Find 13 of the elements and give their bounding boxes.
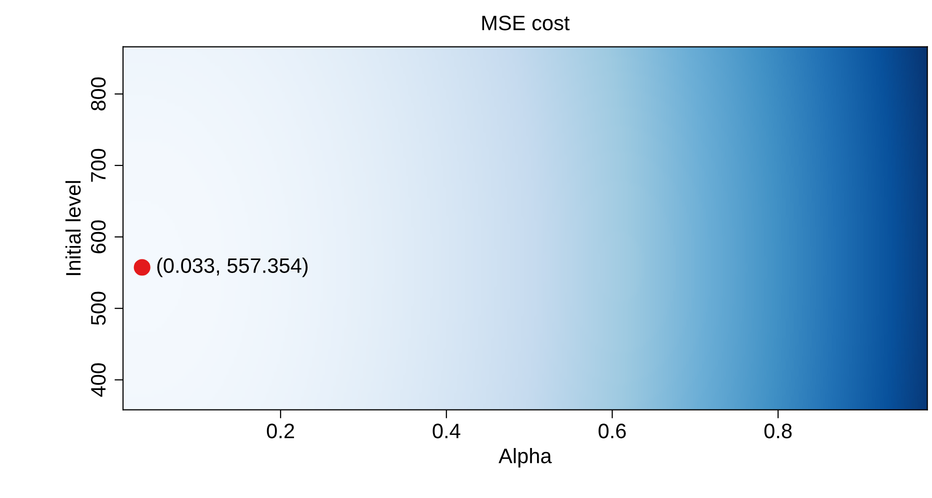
y-tick-label: 600 [90, 220, 106, 254]
y-tick-label: 700 [90, 148, 106, 182]
x-tick-label: 0.2 [266, 424, 294, 438]
y-axis-title: Initial level [65, 181, 81, 276]
chart-title: MSE cost [482, 16, 570, 30]
y-tick-label: 400 [90, 363, 106, 397]
y-tick-label: 800 [90, 77, 106, 110]
annotation: (0.033, 557.354) [157, 258, 308, 278]
x-axis-title: Alpha [498, 448, 552, 468]
x-tick-label: 0.6 [598, 424, 626, 438]
y-tick-label: 500 [90, 292, 106, 325]
x-tick-label: 0.4 [432, 424, 460, 438]
x-tick-label: 0.8 [764, 424, 792, 438]
